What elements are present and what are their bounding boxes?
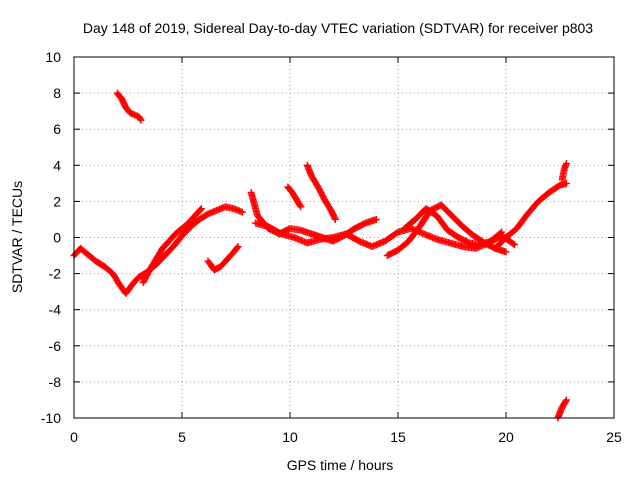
chart-title: Day 148 of 2019, Sidereal Day-to-day VTE… — [83, 20, 593, 36]
y-tick-label: 10 — [45, 49, 61, 65]
y-tick-label: -10 — [41, 410, 61, 426]
data-point — [233, 244, 241, 252]
y-tick-label: 6 — [53, 121, 61, 137]
data-point — [562, 396, 570, 404]
series-arc-j — [491, 179, 570, 252]
data-point — [562, 397, 570, 405]
x-tick-label: 15 — [390, 429, 406, 445]
y-tick-label: 8 — [53, 85, 61, 101]
y-tick-label: -6 — [49, 338, 62, 354]
series-arc-i — [400, 205, 506, 249]
series-arc-l — [554, 396, 570, 422]
data-point — [372, 215, 380, 223]
series-arc-b — [139, 205, 205, 287]
data-point — [296, 202, 304, 210]
y-tick-label: 2 — [53, 193, 61, 209]
data-point — [197, 205, 205, 213]
x-tick-label: 20 — [498, 429, 514, 445]
data-markers — [70, 89, 570, 422]
data-point — [496, 229, 504, 237]
data-point — [137, 116, 145, 124]
data-point — [238, 208, 246, 216]
data-point — [562, 159, 570, 167]
x-tick-label: 25 — [606, 429, 622, 445]
data-point — [331, 215, 339, 223]
y-axis-label: SDTVAR / TECUs — [9, 181, 25, 293]
series-arc-c — [204, 243, 242, 274]
data-point — [502, 248, 510, 256]
y-tick-label: -2 — [49, 266, 62, 282]
data-point — [509, 240, 517, 248]
data-point — [197, 206, 205, 214]
data-point — [234, 243, 242, 251]
y-tick-label: 0 — [53, 230, 61, 246]
y-tick-label: -4 — [49, 302, 62, 318]
data-point — [498, 228, 506, 236]
y-tick-label: 4 — [53, 157, 61, 173]
series-arc-f — [303, 161, 339, 223]
series-arc-k — [558, 159, 570, 184]
x-tick-label: 5 — [178, 429, 186, 445]
x-tick-label: 0 — [70, 429, 78, 445]
axis-ticks: 0 5 10 15 20 25 -10 -8 -6 -4 -2 0 2 4 6 8 10 — [41, 49, 622, 445]
y-tick-label: -8 — [49, 374, 62, 390]
x-tick-label: 10 — [282, 429, 298, 445]
data-point — [511, 241, 519, 249]
x-axis-label: GPS time / hours — [287, 457, 394, 473]
series-arc-a — [113, 89, 145, 124]
data-point — [297, 203, 305, 211]
data-point — [562, 179, 570, 187]
series-arc-e — [284, 183, 305, 211]
data-point — [136, 115, 144, 123]
